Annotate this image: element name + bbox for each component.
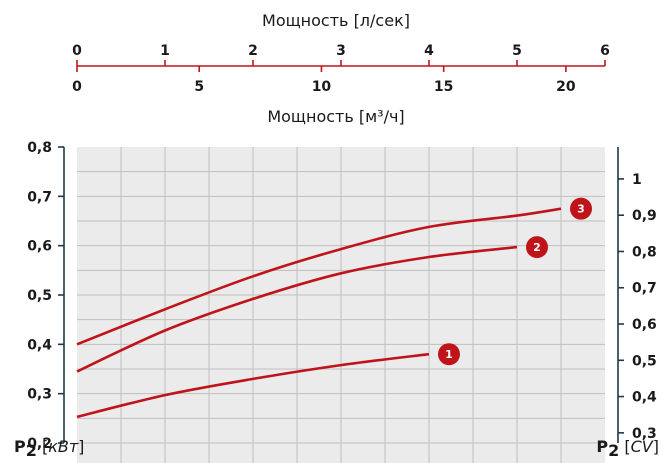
series-badge-label: 1 bbox=[445, 348, 453, 361]
y-left-unit-text: кВт bbox=[48, 437, 79, 456]
series-curve-1 bbox=[76, 352, 430, 419]
y-axis-right: 0,3 0,4 0,5 0,6 0,7 0,8 0,9 1 bbox=[617, 147, 657, 443]
series-curve-2 bbox=[76, 245, 518, 373]
y-right-tick-label: 0,9 bbox=[632, 208, 657, 224]
top-axis-title-m3h: Мощность [м³/ч] bbox=[267, 107, 404, 126]
y-right-tick-label: 0,7 bbox=[632, 281, 657, 297]
top-axis-title-ls: Мощность [л/сек] bbox=[262, 11, 410, 30]
top-tick-label-ls: 1 bbox=[160, 43, 170, 59]
y-right-tick-label: 0,6 bbox=[632, 317, 657, 333]
series-curves bbox=[76, 207, 562, 419]
top-tick-label-ls: 3 bbox=[336, 43, 346, 59]
top-tick-label-m3h: 10 bbox=[312, 79, 332, 95]
top-tick-label-ls: 4 bbox=[424, 43, 434, 59]
y-left-tick-label: 0,8 bbox=[27, 140, 52, 156]
y-axis-left: 0,2 0,3 0,4 0,5 0,6 0,7 0,8 bbox=[27, 140, 65, 452]
y-left-unit-main: P bbox=[14, 437, 26, 456]
top-tick-label-m3h: 20 bbox=[556, 79, 576, 95]
y-left-tick-label: 0,3 bbox=[27, 387, 52, 403]
top-tick-label-ls: 5 bbox=[512, 43, 522, 59]
top-tick-label-ls: 0 bbox=[72, 43, 82, 59]
series-badge-label: 3 bbox=[577, 203, 585, 216]
series-badges: 1 2 3 bbox=[438, 197, 592, 366]
svg-text:P2 [кВт]: P2 [кВт] bbox=[14, 437, 84, 460]
series-badge-3: 3 bbox=[570, 197, 592, 220]
y-right-tick-label: 1 bbox=[632, 172, 642, 188]
series-badge-circle bbox=[438, 343, 460, 366]
top-tick-label-ls: 2 bbox=[248, 43, 258, 59]
y-right-tick-label: 0,4 bbox=[632, 390, 657, 406]
series-badge-circle bbox=[570, 197, 592, 220]
top-tick-label-m3h: 0 bbox=[72, 79, 82, 95]
top-axis-ls: 0 1 2 3 4 5 6 bbox=[72, 43, 610, 67]
top-tick-label-m3h: 15 bbox=[434, 79, 453, 95]
y-left-tick-label: 0,2 bbox=[27, 436, 52, 452]
top-tick-label-m3h: 5 bbox=[194, 79, 204, 95]
y-right-unit-label: P2 [CV] bbox=[596, 437, 659, 460]
y-right-tick-label: 0,8 bbox=[632, 244, 657, 260]
series-badge-1: 1 bbox=[438, 343, 460, 366]
y-left-tick-label: 0,4 bbox=[27, 337, 52, 353]
y-right-unit-sub: 2 bbox=[608, 441, 619, 460]
y-left-tick-label: 0,5 bbox=[27, 288, 52, 304]
series-badge-circle bbox=[526, 236, 548, 259]
y-right-tick-label: 0,3 bbox=[632, 426, 657, 442]
y-left-tick-label: 0,6 bbox=[27, 239, 52, 255]
series-badge-2: 2 bbox=[526, 236, 548, 259]
series-badge-label: 2 bbox=[533, 241, 541, 254]
y-left-tick-label: 0,7 bbox=[27, 189, 52, 205]
grid bbox=[77, 147, 605, 463]
y-right-unit-text: CV bbox=[631, 437, 654, 456]
series-curve-3 bbox=[76, 207, 562, 346]
top-tick-label-ls: 6 bbox=[600, 43, 610, 59]
svg-text:P2 [CV]: P2 [CV] bbox=[596, 437, 659, 460]
y-left-unit-label: P2 [кВт] bbox=[14, 437, 84, 460]
y-right-unit-main: P bbox=[596, 437, 608, 456]
y-right-tick-label: 0,5 bbox=[632, 353, 657, 369]
y-left-unit-sub: 2 bbox=[26, 441, 37, 460]
top-axis-m3h: 0 5 10 15 20 bbox=[72, 66, 576, 95]
